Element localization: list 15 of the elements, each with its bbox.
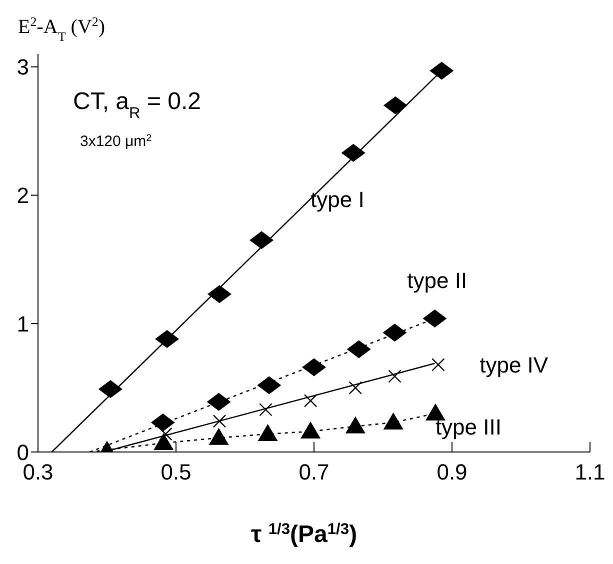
x-axis-title: τ $^{1/3}$(Pa$^{1/3}$) xyxy=(250,520,358,548)
y-tick-label: 2 xyxy=(16,183,29,208)
series-label: type II xyxy=(407,268,468,293)
x-tick-label: 0.5 xyxy=(160,460,192,485)
y-tick-label: 1 xyxy=(16,311,29,336)
annotation: CT, a$_{R}$ = 0.2 xyxy=(73,88,201,122)
series-label: type IV xyxy=(480,352,548,378)
x-tick-label: 0.9 xyxy=(436,460,468,485)
annotation: 3x120 μm$^{2}$ xyxy=(80,132,152,150)
series-label: type I xyxy=(310,187,364,212)
x-tick-label: 0.7 xyxy=(298,460,330,485)
y-tick-label: 3 xyxy=(16,54,29,80)
series-label: type III xyxy=(435,414,502,440)
x-tick-label: 1.1 xyxy=(574,460,606,485)
y-axis-title: E$^{2}$-A$_{T}$ (V$^{2}$) xyxy=(18,14,106,44)
